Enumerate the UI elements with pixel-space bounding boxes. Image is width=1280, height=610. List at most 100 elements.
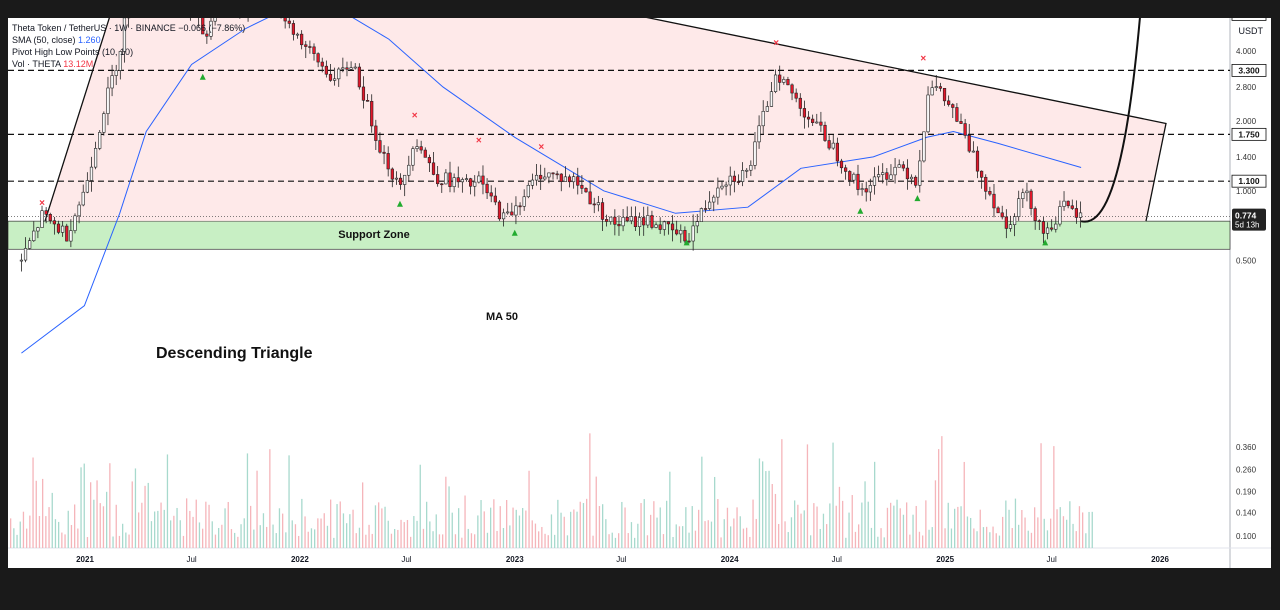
volume-bar [64,534,66,548]
volume-bar [182,535,185,548]
candle-down [300,33,304,46]
legend-sma-row[interactable]: SMA (50, close) 1.260 [12,34,245,46]
volume-bar [448,486,450,548]
price-chart[interactable]: ××××××××Resistance ZoneSupport ZoneDesce… [8,18,1271,568]
pivot-low-marker [914,195,921,202]
candle-down [559,173,563,182]
candle-down [1037,220,1041,222]
volume-bar [989,532,991,548]
volume-bar [733,518,735,548]
candle-up [69,230,73,242]
volume-bar [541,526,543,548]
candle-down [963,123,967,136]
volume-bar [755,518,757,548]
candle-up [572,176,576,183]
volume-bar [682,526,684,548]
volume-bar [323,513,325,548]
volume-bar [1056,509,1058,548]
volume-bar [666,500,668,548]
candle-down [848,171,852,181]
pivot-low-marker [396,200,403,207]
volume-bar [102,506,105,548]
volume-bar [637,523,639,548]
candle-down [431,162,436,175]
volume-bar [685,507,687,548]
candle-down [642,217,646,226]
volume-bar [403,522,405,548]
candle-down [658,224,662,230]
candle-up [40,210,44,228]
candle-up [918,160,922,186]
volume-bar [538,531,540,548]
volume-bar [662,534,665,548]
volume-bar [1037,517,1039,548]
candle-down [44,210,48,215]
volume-bar [938,449,940,548]
candle-down [617,224,621,227]
volume-bar [528,470,530,548]
volume-bar [870,527,873,548]
volume-bar [838,486,841,548]
volume-bar [317,518,319,548]
volume-bar [454,534,457,548]
volume-bar [1034,507,1036,548]
volume-bar [390,533,393,548]
volume-bar [794,500,796,548]
candle-up [773,74,778,92]
candle-down [732,175,736,182]
candle-down [650,215,654,228]
volume-bar [451,512,453,548]
support-label: Support Zone [338,229,410,241]
volume-bar [627,533,629,548]
candle-up [654,224,658,228]
candle-down [955,107,959,122]
candle-up [716,187,720,198]
candle-up [349,67,353,70]
volume-bar [96,480,98,548]
volume-bar [970,517,972,548]
volume-bar [643,499,645,548]
volume-bar [714,476,716,548]
volume-bar [365,534,367,548]
y-tick-label: 0.500 [1236,257,1257,266]
volume-bar [515,509,517,548]
volume-bar [611,532,613,548]
candle-up [930,87,934,96]
candle-down [1066,200,1070,207]
legend-volume-row[interactable]: Vol · THETA 13.12M [12,58,245,70]
candle-up [1054,223,1058,230]
candle-up [98,132,102,149]
legend-symbol-row[interactable]: Theta Token / TetherUS · 1W · BINANCE −0… [12,22,245,34]
volume-bar [624,507,626,548]
candle-up [831,142,835,149]
volume-bar [752,499,754,548]
volume-bar [979,509,981,548]
candle-down [493,195,497,203]
volume-bar [762,461,764,548]
volume-bar [646,535,649,548]
y-tick-label: 0.360 [1236,443,1257,452]
volume-bar [1024,517,1026,548]
volume-bar [381,508,383,548]
volume-bar [112,536,114,548]
candle-up [872,176,877,186]
volume-bar [531,520,533,548]
volume-bar [1088,511,1090,548]
volume-bar [506,500,508,548]
candle-down [802,108,807,118]
candle-down [584,188,588,193]
volume-bar [141,502,143,548]
volume-bar [362,482,364,548]
volume-bar [659,507,661,548]
volume-bar [432,531,434,548]
legend-pivot-row[interactable]: Pivot High Low Points (10, 10) [12,46,245,58]
volume-bar [166,454,169,548]
candle-down [670,223,675,231]
volume-bar [470,533,473,548]
candle-down [320,61,324,67]
volume-bar [1091,511,1093,548]
volume-bar [899,508,901,548]
breakout-arrow [1080,18,1141,223]
candle-down [201,18,205,35]
volume-bar [86,537,89,548]
